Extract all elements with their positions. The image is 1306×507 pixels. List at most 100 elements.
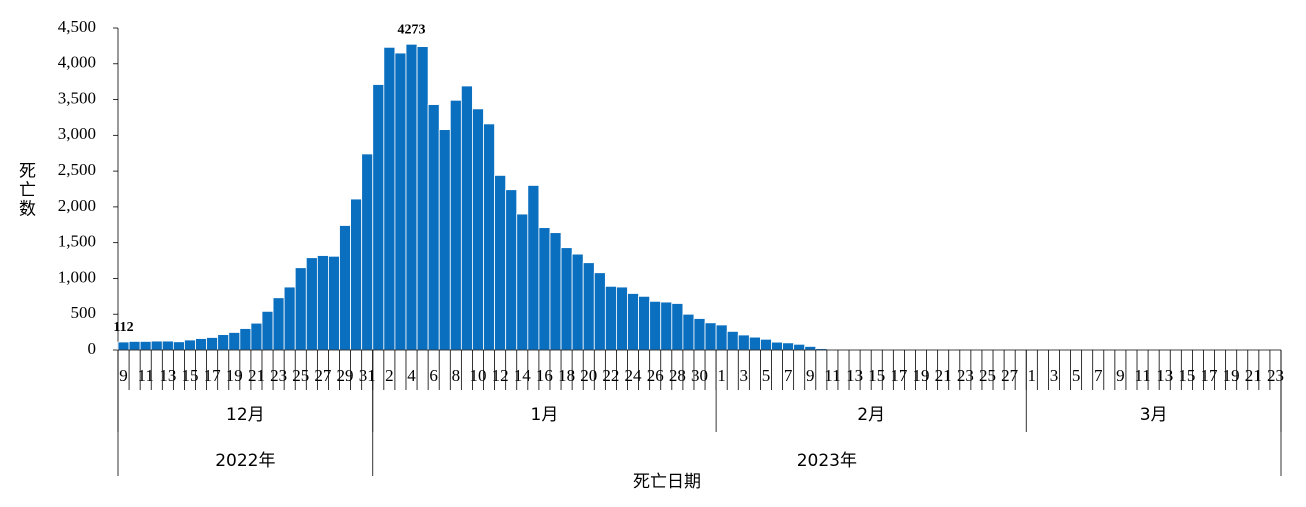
bar [505,189,518,351]
x-tick-label: 19 [913,366,930,385]
bar [472,108,484,351]
y-tick-label: 4,500 [58,17,96,36]
bar [593,272,606,351]
x-tick-label: 15 [1178,366,1195,385]
bar [305,257,318,351]
month-label: 12月 [226,405,265,425]
bar [793,343,806,351]
x-tick-label: 29 [337,366,354,385]
x-axis-label: 死亡日期 [633,472,701,492]
bar [737,334,750,351]
x-tick-label: 2 [385,366,394,385]
x-tick-label: 11 [824,366,840,385]
x-tick-label: 17 [890,366,908,385]
bar [139,341,152,351]
value-label: 4273 [398,22,426,37]
x-tick-label: 17 [1201,366,1219,385]
bar [416,46,429,351]
x-tick-label: 1 [717,366,726,385]
x-tick-label: 1 [1028,366,1037,385]
bar [748,336,761,351]
x-tick-label: 21 [1245,366,1262,385]
x-tick-label: 12 [492,366,509,385]
bar [394,52,407,351]
x-tick-label: 15 [868,366,885,385]
x-tick-label: 13 [1156,366,1173,385]
x-tick-label: 31 [359,366,376,385]
bar [627,293,639,351]
bar [693,318,706,351]
bar [250,322,263,351]
month-label: 3月 [1140,405,1168,425]
y-tick-label: 3,500 [58,88,96,107]
x-tick-label: 6 [429,366,438,385]
x-tick-label: 5 [762,366,771,385]
bar [383,46,396,351]
x-tick-label: 19 [1223,366,1240,385]
bar [150,340,163,351]
y-tick-label: 1,000 [58,267,96,286]
x-tick-label: 21 [935,366,952,385]
bar [704,322,717,351]
x-tick-label: 23 [957,366,974,385]
x-tick-label: 5 [1072,366,1081,385]
bar [449,99,462,351]
x-tick-label: 17 [204,366,222,385]
y-tick-label: 3,000 [58,124,96,143]
bar [616,286,628,351]
x-tick-label: 11 [1134,366,1150,385]
x-tick-label: 9 [119,366,128,385]
x-tick-label: 7 [784,366,793,385]
x-tick-label: 9 [1116,366,1125,385]
bar [294,267,307,351]
month-label: 1月 [531,405,559,425]
value-label: 112 [113,320,133,335]
bar [771,341,783,351]
x-tick-label: 23 [270,366,287,385]
bar [582,262,595,351]
x-tick-label: 3 [740,366,749,385]
bar [217,334,230,351]
bar [361,153,374,351]
y-tick-label: 0 [88,339,97,358]
bar [316,255,329,351]
x-tick-label: 19 [226,366,243,385]
x-tick-label: 26 [647,366,664,385]
bar [261,310,274,351]
bar [372,84,385,351]
bar [649,300,662,351]
bar [527,185,540,351]
bar [571,253,584,351]
x-tick-label: 13 [159,366,176,385]
bar [516,213,529,351]
x-tick-label: 3 [1050,366,1059,385]
x-tick-label: 18 [558,366,575,385]
bar [560,247,573,351]
bar [427,104,440,351]
bar [283,286,296,351]
bar [405,43,418,351]
x-tick-label: 23 [1267,366,1284,385]
bar [715,324,728,351]
x-tick-label: 9 [806,366,815,385]
y-tick-label: 4,000 [58,53,96,72]
bar [549,232,562,351]
x-tick-label: 30 [691,366,708,385]
x-tick-label: 20 [580,366,597,385]
bar [339,225,351,351]
bar [726,330,739,351]
month-label: 2月 [857,405,885,425]
bar [161,340,174,351]
x-tick-label: 11 [138,366,154,385]
bar [604,285,617,351]
bar [228,332,241,351]
x-tick-label: 10 [469,366,486,385]
bar [195,338,208,351]
x-tick-label: 15 [181,366,198,385]
x-tick-label: 25 [979,366,996,385]
x-tick-label: 8 [452,366,461,385]
bar [682,313,695,351]
bar [494,175,507,351]
y-axis-label: 死亡数 [15,162,36,219]
bar [671,303,684,351]
